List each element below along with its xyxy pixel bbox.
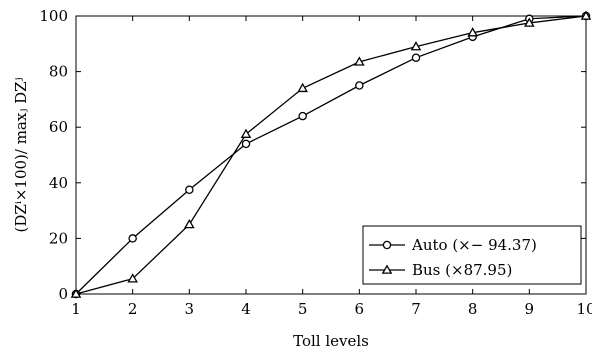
- x-axis-ticks: 1 2 3 4 5 6 7 8 9 10: [71, 16, 592, 318]
- legend-marker: [381, 264, 393, 274]
- data-point: [355, 81, 364, 90]
- series-line: [75, 15, 587, 295]
- legend-label: Auto (×− 94.37): [411, 236, 537, 254]
- x-tick-label: 2: [128, 300, 138, 318]
- x-axis-title: Toll levels: [293, 332, 369, 350]
- x-tick-label: 10: [576, 300, 592, 318]
- x-tick-label: 5: [298, 300, 308, 318]
- y-tick-label: 40: [49, 174, 68, 192]
- y-tick-label: 100: [39, 7, 68, 25]
- y-tick-label: 60: [49, 118, 68, 136]
- x-tick-label: 8: [468, 300, 478, 318]
- y-axis-title: (DZⁱ×100)/ maxⱼ DZʲ: [12, 77, 30, 232]
- x-tick-label: 9: [525, 300, 535, 318]
- data-point: [297, 82, 308, 93]
- x-tick-label: 6: [355, 300, 365, 318]
- y-axis-ticks: 0 20 40 60 80 100: [39, 7, 586, 303]
- y-tick-label: 20: [49, 229, 68, 247]
- x-tick-label: 3: [185, 300, 195, 318]
- legend-marker: [382, 240, 392, 250]
- legend-label: Bus (×87.95): [412, 261, 512, 279]
- plot-frame: [75, 15, 587, 295]
- data-point: [185, 185, 194, 194]
- data-point: [241, 139, 251, 149]
- x-tick-label: 4: [241, 300, 251, 318]
- y-tick-label: 0: [58, 285, 68, 303]
- data-point: [184, 218, 195, 229]
- x-tick-label: 1: [71, 300, 81, 318]
- legend-box: [362, 225, 582, 285]
- data-point: [411, 53, 421, 62]
- data-point: [298, 111, 307, 121]
- legend: Auto (×− 94.37) Bus (×87.95): [362, 225, 582, 285]
- y-tick-label: 80: [49, 63, 68, 81]
- data-point: [410, 41, 422, 51]
- data-point: [128, 234, 137, 243]
- data-point: [354, 56, 365, 66]
- series-layer: [70, 10, 592, 299]
- data-point: [70, 288, 82, 298]
- data-point: [240, 128, 252, 138]
- data-point: [127, 273, 138, 283]
- data-point: [580, 10, 592, 20]
- series-bus: [70, 10, 592, 298]
- data-point: [524, 17, 535, 27]
- x-tick-label: 7: [411, 300, 421, 318]
- data-point: [467, 27, 478, 37]
